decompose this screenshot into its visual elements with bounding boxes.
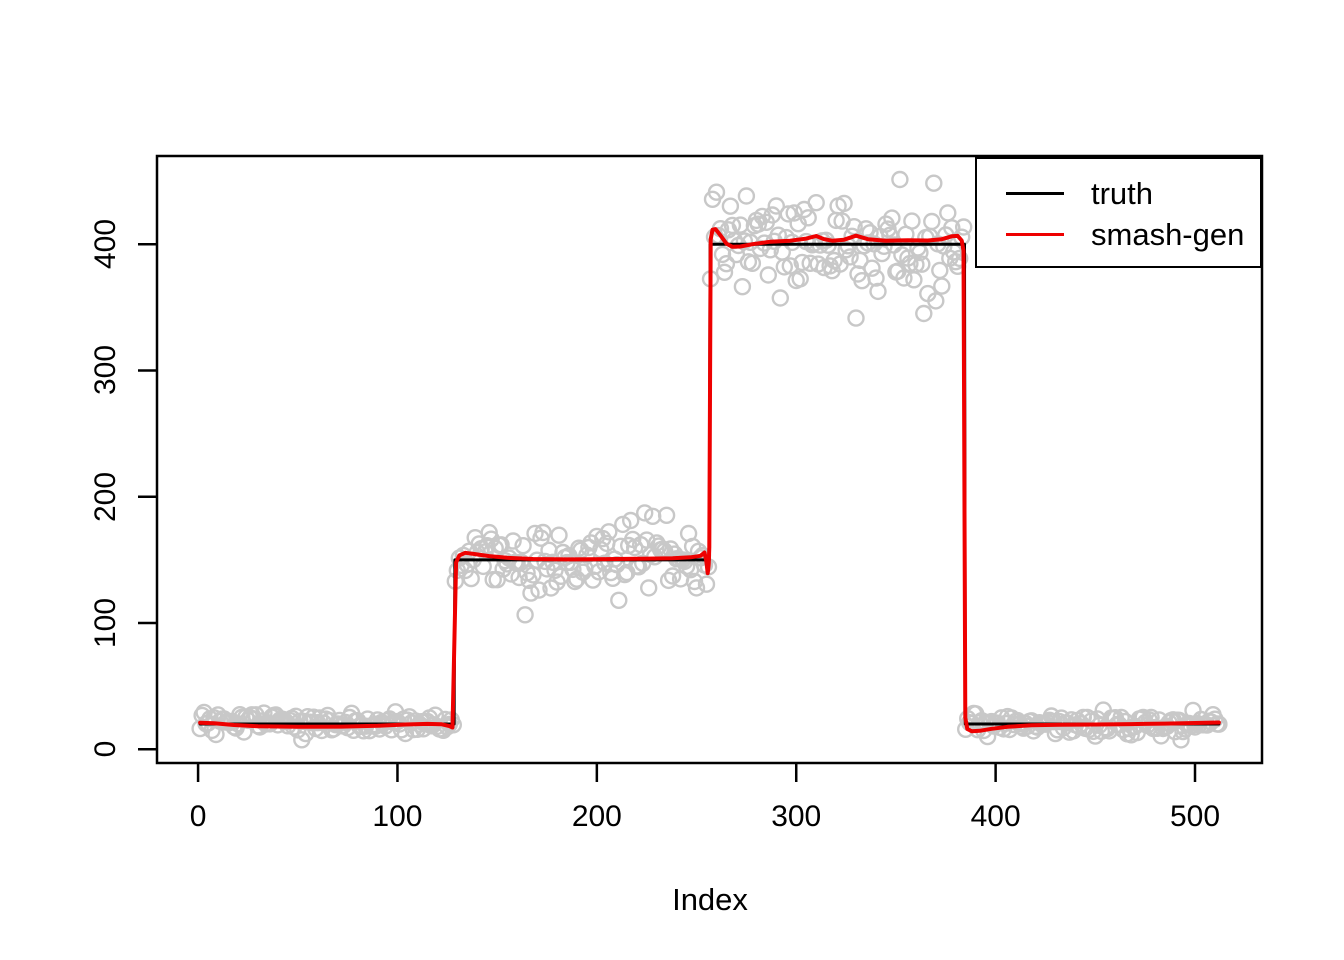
data-point bbox=[933, 277, 951, 295]
x-tick-label: 400 bbox=[970, 800, 1021, 833]
data-point bbox=[905, 271, 923, 289]
data-point bbox=[462, 569, 480, 588]
legend-label-smash-gen: smash-gen bbox=[1091, 216, 1245, 252]
data-point bbox=[707, 183, 726, 201]
data-point bbox=[913, 255, 931, 273]
data-point bbox=[590, 563, 608, 581]
data-point bbox=[610, 591, 628, 609]
data-point bbox=[835, 194, 853, 213]
data-point bbox=[733, 278, 752, 296]
data-point bbox=[657, 506, 676, 524]
data-point bbox=[659, 571, 678, 590]
data-point bbox=[923, 212, 941, 231]
data-point bbox=[907, 255, 925, 274]
data-point bbox=[1172, 731, 1190, 749]
y-tick-label: 300 bbox=[89, 345, 122, 396]
truth-line-swatch bbox=[1006, 191, 1064, 196]
data-point bbox=[721, 197, 740, 215]
legend-box: truth smash-gen bbox=[975, 157, 1262, 268]
x-tick-label: 0 bbox=[189, 800, 207, 833]
legend-entry-smash-gen: smash-gen bbox=[977, 214, 1260, 255]
data-point bbox=[903, 212, 921, 230]
data-point bbox=[546, 561, 564, 579]
data-point bbox=[791, 270, 809, 288]
data-point bbox=[514, 537, 532, 555]
data-point bbox=[492, 536, 510, 554]
x-tick-label: 300 bbox=[771, 800, 822, 833]
data-point bbox=[522, 584, 540, 602]
x-tick-label: 100 bbox=[372, 800, 423, 833]
data-point bbox=[799, 209, 817, 227]
smash-gen-line bbox=[198, 227, 1221, 734]
data-point bbox=[883, 209, 901, 227]
smash-gen-line-swatch bbox=[1006, 232, 1064, 237]
data-point bbox=[534, 523, 552, 542]
data-point bbox=[743, 254, 762, 272]
data-point bbox=[622, 511, 640, 530]
data-point bbox=[863, 259, 881, 277]
data-point bbox=[542, 579, 560, 597]
data-point bbox=[697, 575, 716, 593]
data-point bbox=[927, 292, 945, 310]
data-point bbox=[596, 554, 614, 572]
data-point bbox=[550, 526, 568, 544]
data-point bbox=[873, 244, 891, 263]
data-point bbox=[516, 606, 534, 624]
data-point bbox=[841, 248, 859, 266]
data-point bbox=[504, 532, 522, 550]
data-point bbox=[663, 567, 682, 585]
data-point bbox=[901, 254, 919, 273]
data-point bbox=[925, 174, 943, 192]
data-point bbox=[867, 269, 885, 287]
data-point bbox=[891, 170, 909, 189]
data-point bbox=[600, 523, 618, 541]
y-tick-label: 200 bbox=[89, 471, 122, 522]
data-point bbox=[687, 579, 706, 597]
data-point bbox=[895, 269, 913, 287]
plot-border bbox=[155, 154, 1264, 765]
data-point bbox=[807, 193, 825, 212]
y-tick-label: 0 bbox=[89, 740, 122, 758]
data-point bbox=[717, 255, 736, 273]
data-point bbox=[775, 258, 793, 276]
data-point bbox=[779, 205, 797, 223]
y-tick-label: 400 bbox=[89, 219, 122, 270]
data-point bbox=[759, 266, 777, 284]
data-point bbox=[955, 218, 973, 236]
data-point bbox=[771, 289, 789, 307]
data-point bbox=[951, 249, 969, 268]
x-axis-title: Index bbox=[672, 882, 748, 917]
y-tick-label: 100 bbox=[89, 597, 122, 649]
data-point bbox=[715, 263, 734, 281]
data-point bbox=[915, 304, 933, 323]
data-point bbox=[640, 579, 658, 597]
x-tick-label: 200 bbox=[571, 800, 622, 833]
data-point bbox=[530, 581, 548, 599]
legend-label-truth: truth bbox=[1091, 175, 1154, 211]
data-point bbox=[616, 565, 634, 584]
data-point bbox=[636, 504, 654, 522]
data-point bbox=[939, 204, 957, 222]
data-point bbox=[562, 553, 580, 572]
legend-entry-truth: truth bbox=[977, 173, 1260, 214]
data-point bbox=[737, 187, 756, 205]
data-point bbox=[847, 309, 865, 327]
data-point bbox=[767, 197, 785, 215]
data-point bbox=[869, 282, 887, 301]
x-tick-label: 500 bbox=[1169, 800, 1221, 833]
data-point bbox=[781, 257, 799, 275]
data-point bbox=[845, 217, 863, 236]
data-point bbox=[564, 560, 582, 579]
